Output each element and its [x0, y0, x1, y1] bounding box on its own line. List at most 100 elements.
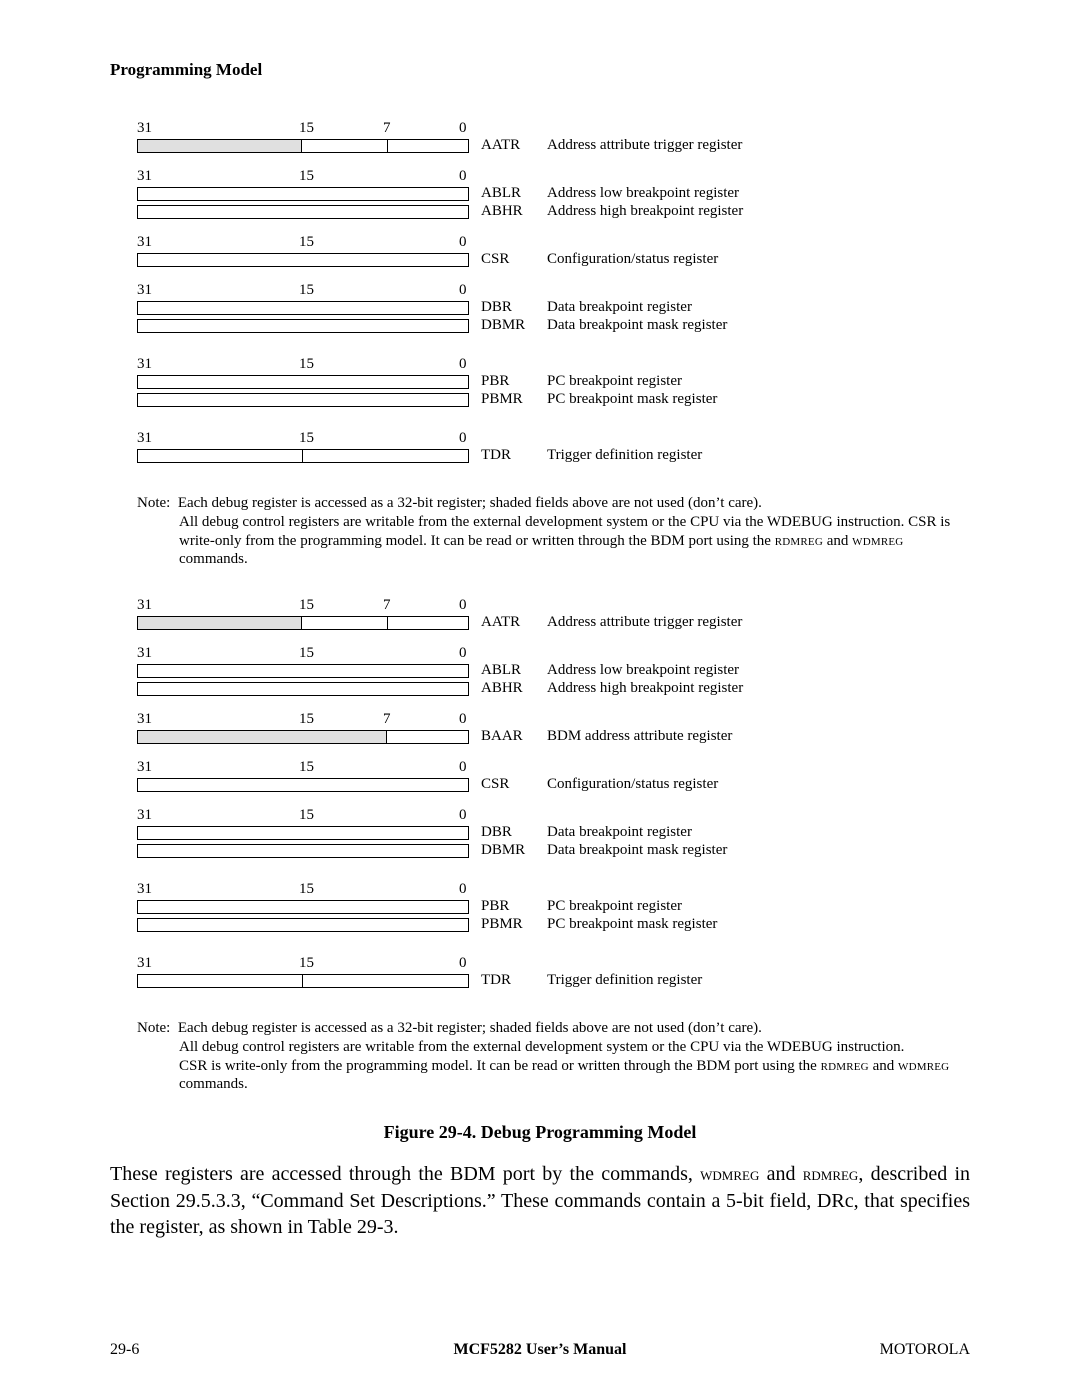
reg-box [137, 826, 469, 840]
description: Address high breakpoint register [547, 680, 743, 697]
mnemonic: PBR [481, 373, 543, 390]
mnemonic: DBR [481, 824, 543, 841]
bit-0: 0 [459, 120, 467, 137]
mnemonic: BAAR [481, 728, 543, 745]
reg-box [137, 664, 469, 678]
bit-31: 31 [137, 168, 152, 185]
mnemonic: TDR [481, 447, 543, 464]
reg-box [137, 393, 469, 407]
bit-0: 0 [459, 356, 467, 373]
mnemonic: TDR [481, 972, 543, 989]
bit-0: 0 [459, 430, 467, 447]
bit15-divider [302, 975, 303, 987]
mnemonic: PBMR [481, 916, 543, 933]
bit-0: 0 [459, 168, 467, 185]
description: PC breakpoint mask register [547, 916, 717, 933]
para-text: These registers are accessed through the… [110, 1163, 700, 1185]
bit-labels: 31 15 0 [137, 807, 469, 823]
mnemonic: AATR [481, 137, 543, 154]
reg-ablr-abhr-2: 31 15 0 ABLR Address low breakpoint regi… [110, 645, 970, 697]
reg-box [137, 253, 469, 267]
bit-labels: 31 15 7 0 [137, 711, 469, 727]
reg-box [137, 918, 469, 932]
description: PC breakpoint mask register [547, 391, 717, 408]
sc: rdmreg [821, 1058, 869, 1074]
reg-box [137, 682, 469, 696]
description: Address high breakpoint register [547, 203, 743, 220]
bit-15: 15 [299, 234, 314, 251]
body-paragraph: These registers are accessed through the… [110, 1161, 970, 1240]
bit-labels: 31 15 7 0 [137, 120, 469, 136]
bit-31: 31 [137, 807, 152, 824]
bit-31: 31 [137, 597, 152, 614]
bit-15: 15 [299, 168, 314, 185]
bit-31: 31 [137, 645, 152, 662]
bit-0: 0 [459, 955, 467, 972]
note-text: and [823, 533, 852, 549]
note-text: CSR is write-only from the programming m… [179, 1058, 821, 1074]
mnemonic: ABHR [481, 203, 543, 220]
reg-box [137, 375, 469, 389]
description: Trigger definition register [547, 447, 702, 464]
mnemonic: AATR [481, 614, 543, 631]
note-text: commands. [179, 1076, 248, 1092]
bit-labels: 31 15 0 [137, 356, 469, 372]
reg-box [137, 844, 469, 858]
bit-7: 7 [383, 597, 391, 614]
note-text: Each debug register is accessed as a 32-… [178, 495, 762, 511]
reg-tdr-2: 31 15 0 TDR Trigger definition register [110, 955, 970, 989]
bit-0: 0 [459, 759, 467, 776]
reg-dbr-dbmr-2: 31 15 0 DBR Data breakpoint register DBM… [110, 807, 970, 859]
description: BDM address attribute register [547, 728, 732, 745]
sc: rdmreg [803, 1164, 859, 1185]
bit-15: 15 [299, 645, 314, 662]
reg-aatr-2: 31 15 7 0 AATR Address attribute trigger… [110, 597, 970, 631]
bit-0: 0 [459, 234, 467, 251]
bit-labels: 31 15 0 [137, 168, 469, 184]
description: PC breakpoint register [547, 373, 682, 390]
shaded-region [138, 617, 302, 629]
section-heading: Programming Model [110, 60, 970, 80]
reg-box [137, 778, 469, 792]
reg-ablr-abhr: 31 15 0 ABLR Address low breakpoint regi… [110, 168, 970, 220]
reg-box [137, 730, 469, 744]
mnemonic: PBMR [481, 391, 543, 408]
bit-31: 31 [137, 356, 152, 373]
bit-31: 31 [137, 711, 152, 728]
description: Data breakpoint register [547, 824, 692, 841]
bit-15: 15 [299, 759, 314, 776]
description: Data breakpoint mask register [547, 842, 727, 859]
bit7-divider [387, 140, 388, 152]
bit-15: 15 [299, 955, 314, 972]
page: Programming Model 31 15 7 0 AATR Address… [0, 0, 1080, 1397]
sc: rdmreg [775, 533, 823, 549]
mnemonic: CSR [481, 776, 543, 793]
bit-labels: 31 15 7 0 [137, 597, 469, 613]
shaded-region [138, 731, 387, 743]
bit-31: 31 [137, 881, 152, 898]
reg-csr-2: 31 15 0 CSR Configuration/status registe… [110, 759, 970, 793]
reg-dbr-dbmr: 31 15 0 DBR Data breakpoint register DBM… [110, 282, 970, 334]
bit-0: 0 [459, 282, 467, 299]
bit-labels: 31 15 0 [137, 234, 469, 250]
description: Trigger definition register [547, 972, 702, 989]
figure-caption: Figure 29-4. Debug Programming Model [110, 1122, 970, 1143]
bit-labels: 31 15 0 [137, 881, 469, 897]
sc: wdmreg [852, 533, 903, 549]
bit-0: 0 [459, 881, 467, 898]
description: PC breakpoint register [547, 898, 682, 915]
reg-box [137, 616, 469, 630]
note-label: Note: [137, 495, 170, 511]
shaded-region [138, 140, 302, 152]
description: Address attribute trigger register [547, 137, 742, 154]
bit-31: 31 [137, 430, 152, 447]
reg-pbr-pbmr: 31 15 0 PBR PC breakpoint register PBMR … [110, 356, 970, 408]
reg-box [137, 187, 469, 201]
bit-15: 15 [299, 711, 314, 728]
note-2: Note: Each debug register is accessed as… [137, 1019, 970, 1094]
mnemonic: ABLR [481, 662, 543, 679]
bit-15: 15 [299, 120, 314, 137]
description: Address low breakpoint register [547, 185, 739, 202]
para-text: and [759, 1163, 802, 1185]
sc: wdmreg [898, 1058, 949, 1074]
